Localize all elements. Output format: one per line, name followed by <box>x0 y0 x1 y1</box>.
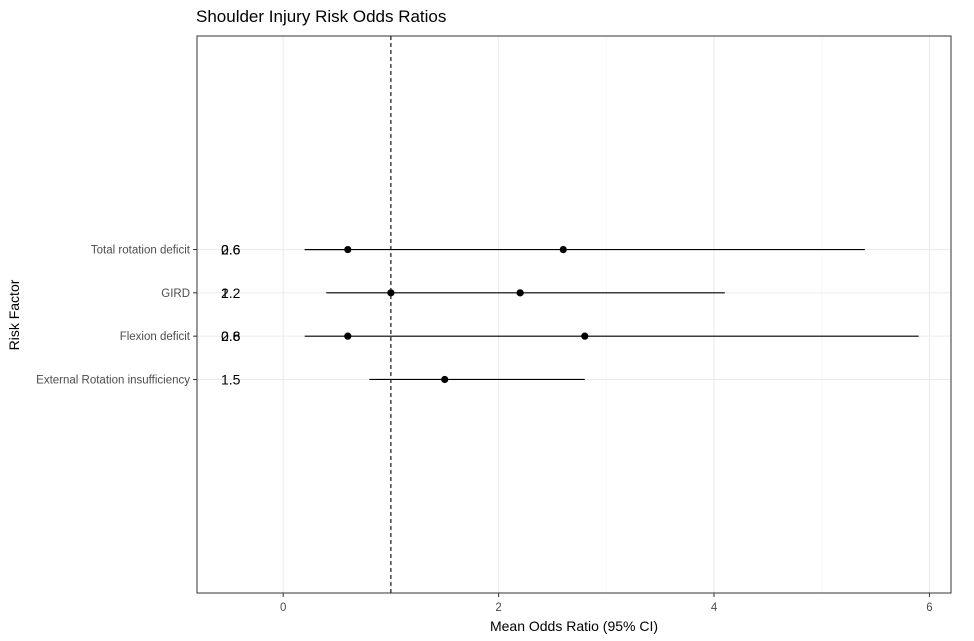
point-2 <box>516 289 524 297</box>
data-label-4: 2.8 <box>221 328 241 344</box>
panel-border <box>196 35 952 594</box>
y-tick-label-1: GIRD <box>161 288 190 300</box>
marks: 2.60.62.212.80.61.5 <box>221 242 919 387</box>
point-3 <box>387 289 395 297</box>
y-axis: Total rotation deficit GIRD Flexion defici… <box>36 245 197 386</box>
x-tick-label-1: 2 <box>495 602 501 614</box>
data-label-2: 2.2 <box>221 285 241 301</box>
grid <box>197 36 951 593</box>
y-tick-label-0: Total rotation deficit <box>91 245 191 257</box>
data-label-6: 1.5 <box>221 371 241 387</box>
x-tick-label-3: 6 <box>926 602 932 614</box>
data-label-1: 0.6 <box>221 242 241 258</box>
data-label-0: 2.6 <box>221 242 241 258</box>
data-label-3: 1 <box>221 285 229 301</box>
x-tick-label-2: 4 <box>711 602 718 614</box>
y-axis-title: Risk Factor <box>6 279 22 350</box>
x-axis-title: Mean Odds Ratio (95% CI) <box>490 618 658 634</box>
point-4 <box>581 332 589 340</box>
point-5 <box>344 332 352 340</box>
x-tick-label-0: 0 <box>280 602 286 614</box>
y-tick-label-2: Flexion deficit <box>120 331 191 343</box>
y-tick-label-3: External Rotation insufficiency <box>36 374 190 386</box>
point-1 <box>344 245 352 254</box>
chart-title: Shoulder Injury Risk Odds Ratios <box>196 7 446 26</box>
point-6 <box>441 375 449 384</box>
point-0 <box>559 245 567 254</box>
x-axis: 0 2 4 6 <box>280 593 933 614</box>
data-label-5: 0.6 <box>221 328 241 344</box>
